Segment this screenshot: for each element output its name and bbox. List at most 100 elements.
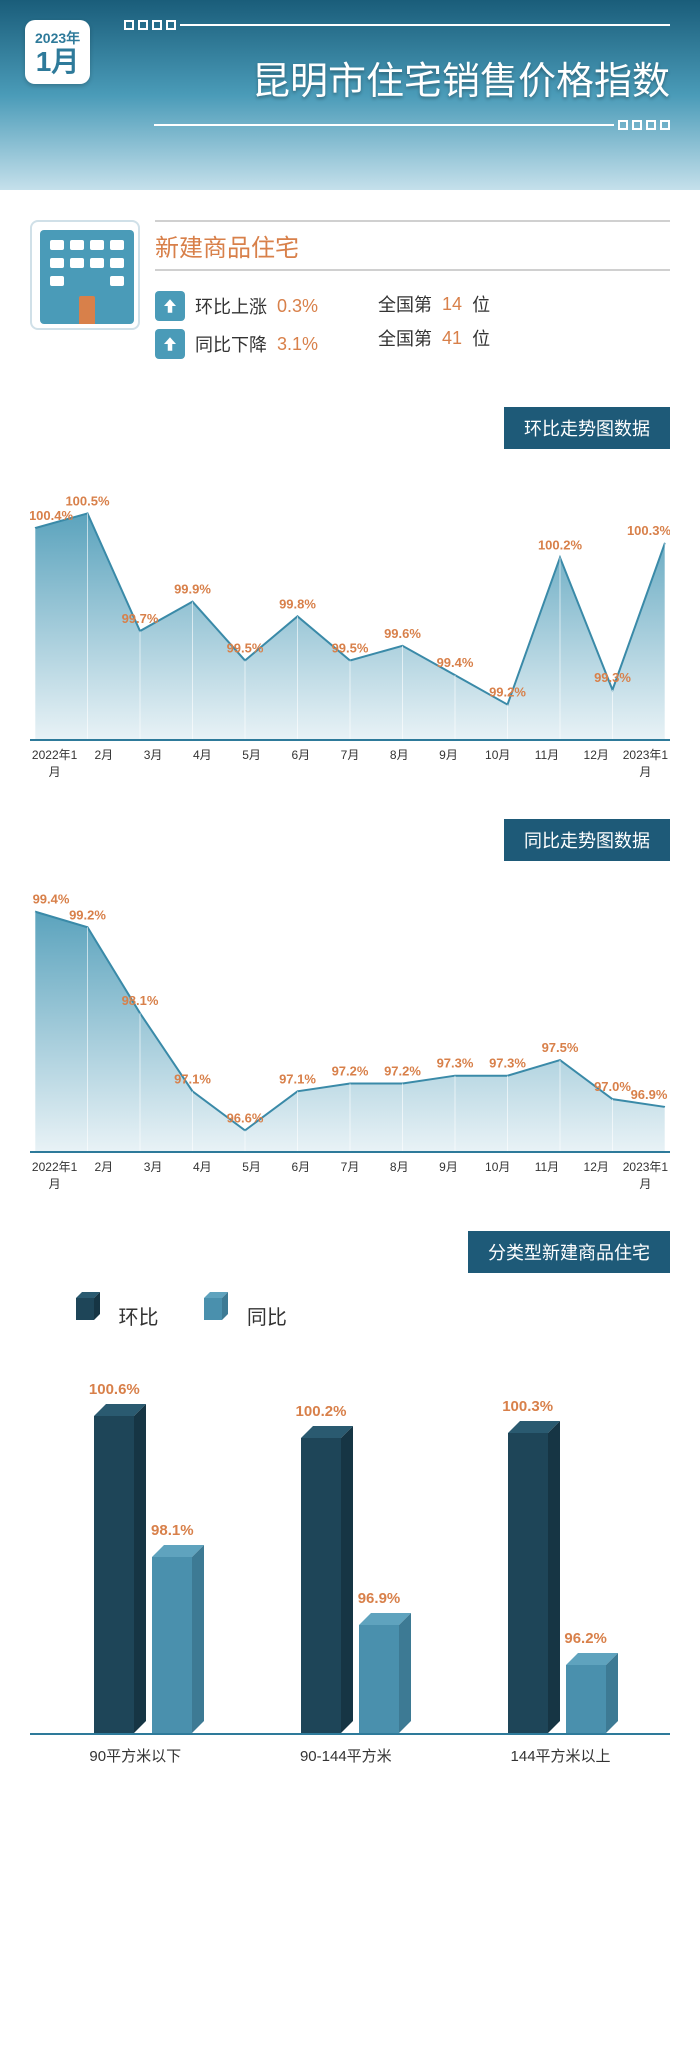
x-tick: 7月 (325, 746, 374, 780)
x-tick: 2022年1月 (30, 746, 79, 780)
x-tick: 4月 (178, 1158, 227, 1192)
svg-text:99.4%: 99.4% (437, 655, 474, 670)
bar-mom: 100.6% (94, 1416, 134, 1733)
svg-text:97.2%: 97.2% (332, 1064, 369, 1079)
bar-yoy: 98.1% (152, 1557, 192, 1733)
bar-x-tick: 144平方米以上 (511, 1745, 611, 1766)
chart-label-yoy: 同比走势图数据 (504, 819, 670, 861)
page-title: 昆明市住宅销售价格指数 (30, 30, 670, 115)
svg-text:97.3%: 97.3% (437, 1056, 474, 1071)
infographic-root: 2023年 1月 昆明市住宅销售价格指数 新建商品住宅 (0, 0, 700, 1816)
date-badge: 2023年 1月 (25, 20, 90, 84)
chart-label-category: 分类型新建商品住宅 (468, 1231, 670, 1273)
section-title: 新建商品住宅 (155, 220, 670, 271)
svg-text:100.4%: 100.4% (30, 508, 73, 523)
svg-text:99.5%: 99.5% (227, 640, 264, 655)
bar-value: 96.2% (564, 1630, 607, 1647)
year-label: 2023年 (35, 28, 80, 48)
svg-text:100.3%: 100.3% (627, 523, 670, 538)
svg-text:100.5%: 100.5% (65, 493, 110, 508)
bar-mom: 100.2% (301, 1438, 341, 1733)
svg-text:100.2%: 100.2% (538, 538, 583, 553)
x-tick: 2月 (79, 1158, 128, 1192)
svg-text:99.5%: 99.5% (332, 640, 369, 655)
x-tick: 3月 (128, 1158, 177, 1192)
x-tick: 2023年1月 (621, 1158, 670, 1192)
legend-label: 同比 (247, 1307, 287, 1329)
x-tick: 9月 (424, 746, 473, 780)
x-tick: 3月 (128, 746, 177, 780)
bar-value: 100.6% (89, 1381, 140, 1398)
chart-label-mom: 环比走势图数据 (504, 407, 670, 449)
cube-icon (198, 1288, 234, 1324)
x-axis-labels: 2022年1月2月3月4月5月6月7月8月9月10月11月12月2023年1月 (30, 1151, 670, 1197)
x-tick: 6月 (276, 746, 325, 780)
month-label: 1月 (35, 48, 80, 76)
svg-text:96.6%: 96.6% (227, 1110, 264, 1125)
svg-text:97.5%: 97.5% (542, 1040, 579, 1055)
decoration-bottom (30, 120, 670, 130)
legend-item: 环比 (70, 1288, 158, 1330)
svg-text:99.3%: 99.3% (594, 670, 631, 685)
x-tick: 12月 (572, 746, 621, 780)
x-tick: 6月 (276, 1158, 325, 1192)
cube-icon (70, 1288, 106, 1324)
decoration-top (30, 20, 670, 30)
x-tick: 7月 (325, 1158, 374, 1192)
x-tick: 8月 (375, 746, 424, 780)
svg-text:99.6%: 99.6% (384, 626, 421, 641)
bar-group: 100.6% 98.1% (94, 1416, 192, 1733)
bar-yoy: 96.2% (566, 1665, 606, 1733)
svg-text:97.2%: 97.2% (384, 1064, 421, 1079)
x-tick: 2022年1月 (30, 1158, 79, 1192)
area-chart-yoy: 99.4%99.2%98.1%97.1%96.6%97.1%97.2%97.2%… (30, 871, 670, 1201)
header: 2023年 1月 昆明市住宅销售价格指数 (0, 0, 700, 190)
x-tick: 8月 (375, 1158, 424, 1192)
x-tick: 5月 (227, 746, 276, 780)
chart-svg: 100.4%100.5%99.7%99.9%99.5%99.8%99.5%99.… (30, 459, 670, 739)
x-tick: 12月 (572, 1158, 621, 1192)
bar-chart: 100.6% 98.1% 100.2% 96.9% 100.3% (30, 1355, 670, 1735)
building-icon (30, 220, 140, 330)
stat-row-yoy: 同比下降 3.1% (155, 329, 318, 359)
svg-text:99.2%: 99.2% (489, 685, 526, 700)
x-tick: 10月 (473, 746, 522, 780)
x-tick: 2月 (79, 746, 128, 780)
bar-x-tick: 90-144平方米 (300, 1745, 392, 1766)
stat-label: 环比上涨 (195, 293, 267, 319)
svg-text:97.1%: 97.1% (174, 1071, 211, 1086)
rank-row: 全国第14位 (378, 291, 490, 317)
bar-legend: 环比 同比 (30, 1273, 670, 1355)
svg-text:99.2%: 99.2% (69, 907, 106, 922)
svg-text:99.7%: 99.7% (122, 611, 159, 626)
rank-row: 全国第41位 (378, 325, 490, 351)
bar-x-tick: 90平方米以下 (89, 1745, 181, 1766)
legend-label: 环比 (118, 1307, 158, 1329)
svg-text:96.9%: 96.9% (631, 1087, 668, 1102)
area-chart-mom: 100.4%100.5%99.7%99.9%99.5%99.8%99.5%99.… (30, 459, 670, 789)
x-tick: 11月 (522, 746, 571, 780)
svg-text:98.1%: 98.1% (122, 993, 159, 1008)
chart-svg: 99.4%99.2%98.1%97.1%96.6%97.1%97.2%97.2%… (30, 871, 670, 1151)
bar-yoy: 96.9% (359, 1625, 399, 1733)
x-axis-labels: 2022年1月2月3月4月5月6月7月8月9月10月11月12月2023年1月 (30, 739, 670, 785)
bar-group: 100.3% 96.2% (508, 1433, 606, 1733)
stat-label: 同比下降 (195, 331, 267, 357)
bar-value: 98.1% (151, 1522, 194, 1539)
bar-mom: 100.3% (508, 1433, 548, 1733)
x-tick: 5月 (227, 1158, 276, 1192)
bar-x-labels: 90平方米以下 90-144平方米 144平方米以上 (30, 1735, 670, 1776)
section-header: 新建商品住宅 环比上涨 0.3% 同比下降 3.1% (30, 220, 670, 367)
x-tick: 4月 (178, 746, 227, 780)
svg-text:97.3%: 97.3% (489, 1056, 526, 1071)
stat-value: 3.1% (277, 334, 318, 355)
svg-text:97.1%: 97.1% (279, 1071, 316, 1086)
legend-item: 同比 (198, 1288, 286, 1330)
bar-value: 96.9% (358, 1590, 401, 1607)
arrow-up-icon (155, 329, 185, 359)
bar-group: 100.2% 96.9% (301, 1438, 399, 1733)
bar-value: 100.2% (296, 1403, 347, 1420)
body: 新建商品住宅 环比上涨 0.3% 同比下降 3.1% (0, 190, 700, 1816)
stat-value: 0.3% (277, 296, 318, 317)
arrow-up-icon (155, 291, 185, 321)
